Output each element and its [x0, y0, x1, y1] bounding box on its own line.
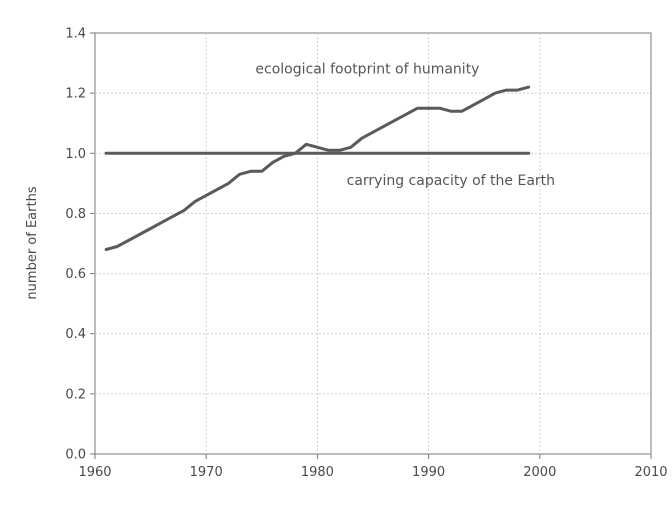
x-tick-label: 1980 — [301, 465, 334, 480]
y-tick-label: 0.4 — [65, 327, 86, 342]
y-tick-label: 1.4 — [65, 27, 86, 42]
chart-annotations: ecological footprint of humanity carrying… — [255, 62, 555, 189]
y-tick-label: 1.2 — [65, 87, 86, 102]
x-tick-label: 1960 — [78, 465, 111, 480]
y-tick-label: 0.8 — [65, 207, 86, 222]
x-tick-label: 2000 — [523, 465, 556, 480]
capacity-annotation: carrying capacity of the Earth — [347, 173, 555, 189]
footprint-series-line — [104, 85, 531, 251]
plot-area — [94, 32, 652, 455]
y-tick-label: 0.2 — [65, 387, 86, 402]
series-lines — [104, 85, 531, 251]
footprint-annotation: ecological footprint of humanity — [255, 62, 479, 78]
y-tick-label: 0.0 — [65, 448, 86, 463]
y-axis-ticks: 0.0 0.2 0.4 0.6 0.8 1.0 1.2 1.4 — [65, 27, 95, 463]
x-axis-ticks: 1960 1970 1980 1990 2000 2010 — [78, 454, 668, 480]
x-tick-label: 2010 — [634, 465, 667, 480]
x-tick-label: 1990 — [412, 465, 445, 480]
y-tick-label: 0.6 — [65, 267, 86, 282]
x-tick-label: 1970 — [190, 465, 223, 480]
y-axis-title: number of Earths — [25, 186, 40, 299]
y-tick-label: 1.0 — [65, 147, 86, 162]
